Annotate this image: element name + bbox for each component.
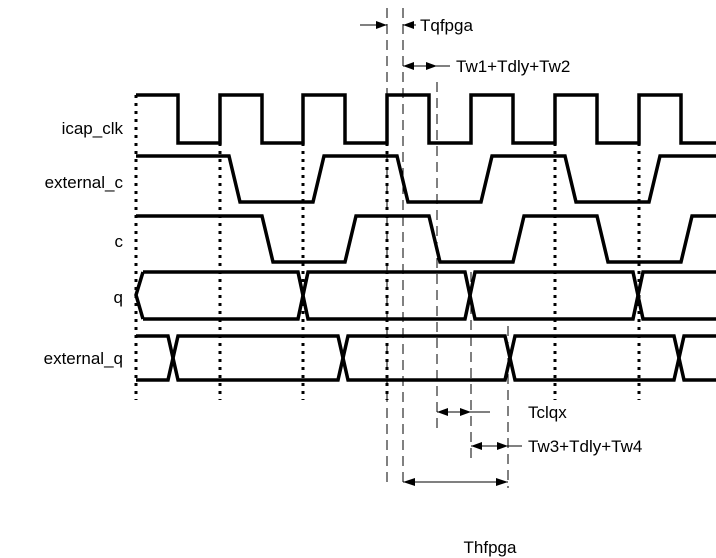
external-c-waveform bbox=[136, 154, 716, 204]
tw3-tdly-tw4-label: Tw3+Tdly+Tw4 bbox=[528, 437, 642, 456]
signal-label-q: q bbox=[114, 288, 123, 307]
thfpga-label: Thfpga bbox=[464, 538, 517, 557]
tclqx-label: Tclqx bbox=[528, 403, 567, 422]
signal-label-external-c: external_c bbox=[45, 173, 124, 192]
thfpga-dimension bbox=[403, 478, 508, 486]
tw1-tdly-tw2-label: Tw1+Tdly+Tw2 bbox=[456, 57, 570, 76]
signal-label-external-q: external_q bbox=[44, 349, 123, 368]
signal-label-icap-clk: icap_clk bbox=[62, 119, 124, 138]
tqfpga-dimension bbox=[360, 21, 416, 29]
q-bus-waveform bbox=[134, 270, 716, 321]
signal-label-c: c bbox=[115, 232, 124, 251]
c-waveform bbox=[136, 214, 716, 264]
tw3-tdly-tw4-dimension bbox=[471, 442, 522, 450]
tclqx-dimension bbox=[437, 408, 490, 416]
external-q-bus-waveform bbox=[136, 334, 716, 382]
tqfpga-label: Tqfpga bbox=[420, 16, 473, 35]
icap-clk-waveform bbox=[136, 93, 716, 145]
tw1-tdly-tw2-dimension bbox=[403, 62, 450, 70]
